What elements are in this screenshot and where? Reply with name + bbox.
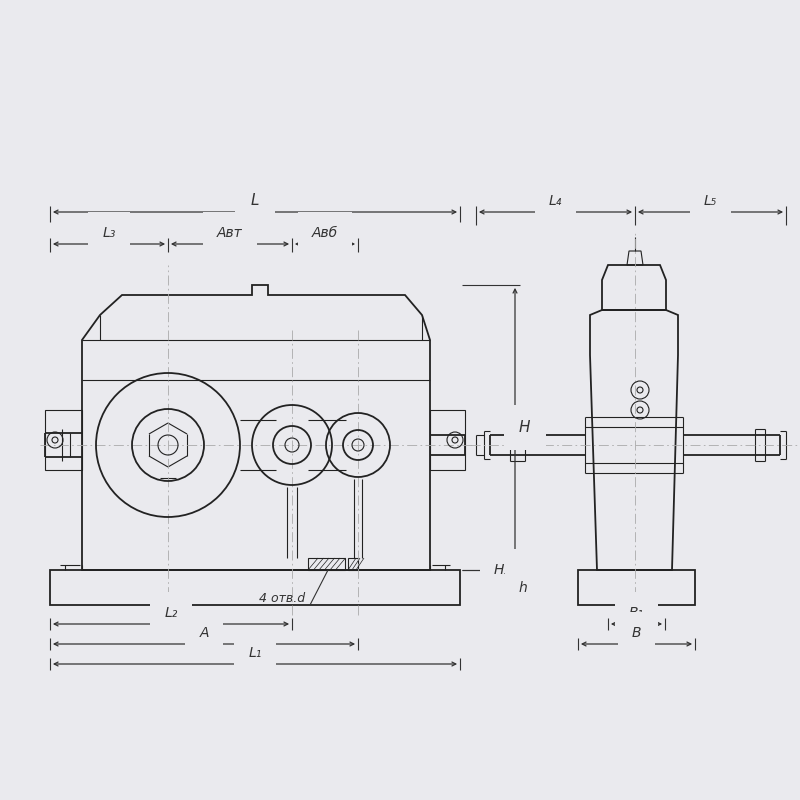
Bar xyxy=(308,558,345,570)
Text: L₁: L₁ xyxy=(248,646,262,660)
Bar xyxy=(578,570,695,605)
Text: L₃: L₃ xyxy=(102,226,116,240)
Text: B: B xyxy=(632,626,642,640)
Text: L₅: L₅ xyxy=(704,194,717,208)
Text: 4 отв.d: 4 отв.d xyxy=(259,592,305,605)
Text: L: L xyxy=(250,193,259,208)
Text: A: A xyxy=(199,626,209,640)
Text: L₄: L₄ xyxy=(549,194,562,208)
Text: h: h xyxy=(519,581,528,594)
Text: Aвт: Aвт xyxy=(217,226,243,240)
Text: L₂: L₂ xyxy=(164,606,178,620)
Bar xyxy=(348,558,358,570)
Text: H: H xyxy=(519,420,530,435)
Text: B₁: B₁ xyxy=(629,606,644,620)
Text: H₁: H₁ xyxy=(494,563,510,577)
Text: Aвб: Aвб xyxy=(312,226,338,240)
